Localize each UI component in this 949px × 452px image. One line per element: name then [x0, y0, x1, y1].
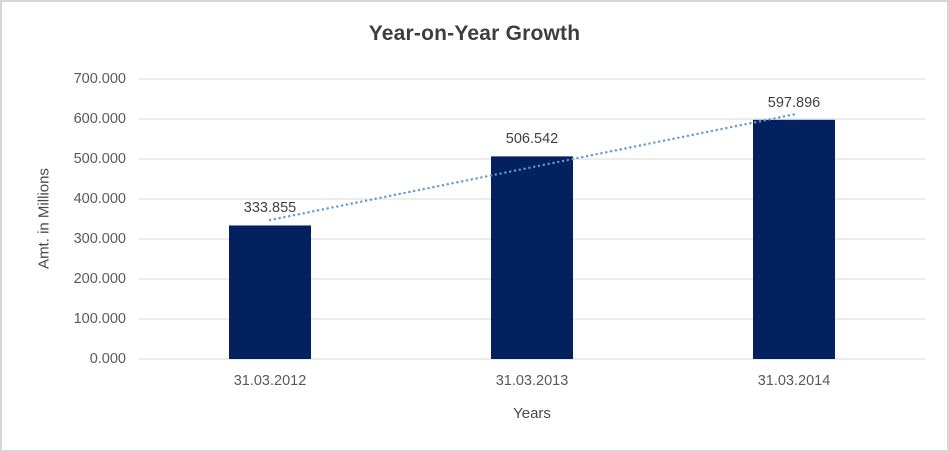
bar: [229, 225, 311, 359]
trendline: [268, 113, 796, 222]
bar-data-label: 597.896: [767, 94, 821, 111]
x-axis-tick-label: 31.03.2013: [495, 373, 569, 389]
bar: [753, 119, 835, 359]
y-axis-tick-label: 300.000: [73, 231, 126, 247]
y-axis-tick-label: 700.000: [73, 71, 126, 87]
y-axis-tick-label: 500.000: [73, 151, 126, 167]
chart-title: Year-on-Year Growth: [368, 22, 581, 45]
bar-data-label: 333.855: [243, 200, 297, 217]
x-axis-tick-label: 31.03.2012: [233, 373, 307, 389]
x-axis-tick-label: 31.03.2014: [757, 373, 831, 389]
y-axis-tick-label: 200.000: [73, 271, 126, 287]
y-axis-tick-label: 400.000: [73, 191, 126, 207]
bar-data-label: 506.542: [505, 131, 559, 148]
bar: [491, 156, 573, 359]
y-axis-tick-label: 100.000: [73, 311, 126, 327]
y-axis-tick-label: 600.000: [73, 111, 126, 127]
x-axis-title: Years: [513, 405, 551, 422]
y-axis-tick-label: 0.000: [89, 351, 126, 367]
